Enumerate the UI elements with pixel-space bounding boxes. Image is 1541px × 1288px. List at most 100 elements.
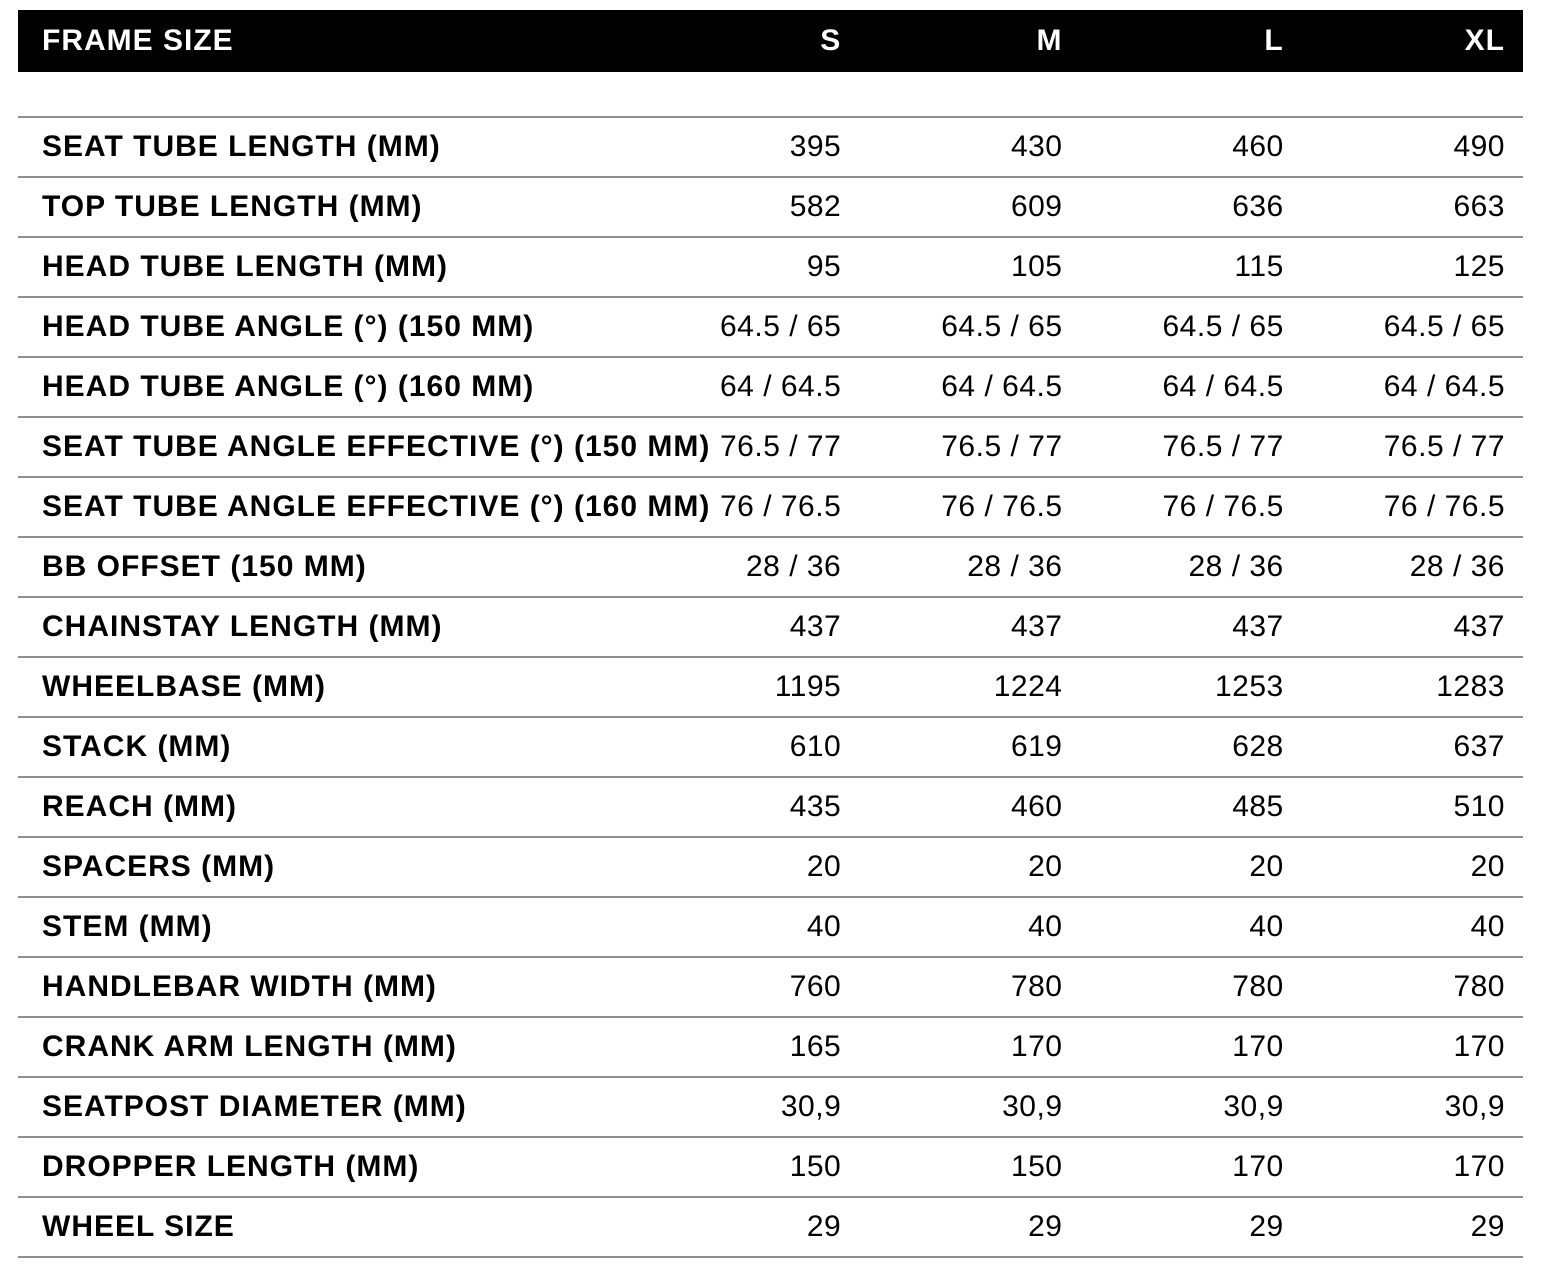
row-label: REACH (MM) <box>18 777 638 837</box>
row-value: 40 <box>638 897 859 957</box>
row-value: 170 <box>1302 1137 1523 1197</box>
row-value: 30,9 <box>1081 1077 1302 1137</box>
row-value: 760 <box>638 957 859 1017</box>
row-label: CHAINSTAY LENGTH (MM) <box>18 597 638 657</box>
row-label: BB OFFSET (150 MM) <box>18 537 638 597</box>
row-value: 628 <box>1081 717 1302 777</box>
table-row: HEAD TUBE LENGTH (MM)95105115125 <box>18 237 1523 297</box>
row-value: 150 <box>638 1137 859 1197</box>
row-value: 40 <box>859 897 1080 957</box>
row-value: 64.5 / 65 <box>1302 297 1523 357</box>
row-value: 76 / 76.5 <box>859 477 1080 537</box>
row-value: 437 <box>1302 597 1523 657</box>
row-value: 780 <box>1081 957 1302 1017</box>
row-value: 1253 <box>1081 657 1302 717</box>
row-value: 20 <box>859 837 1080 897</box>
table-row: CRANK ARM LENGTH (MM)165170170170 <box>18 1017 1523 1077</box>
row-value: 29 <box>1302 1197 1523 1257</box>
row-value: 437 <box>638 597 859 657</box>
row-value: 29 <box>859 1197 1080 1257</box>
geometry-table-container: FRAME SIZE S M L XL SEAT TUBE LENGTH (MM… <box>0 0 1541 1288</box>
row-value: 28 / 36 <box>1302 537 1523 597</box>
table-row: REACH (MM)435460485510 <box>18 777 1523 837</box>
row-value: 95 <box>638 237 859 297</box>
row-value: 76 / 76.5 <box>1302 477 1523 537</box>
row-value: 64 / 64.5 <box>1302 357 1523 417</box>
row-value: 430 <box>859 117 1080 177</box>
geometry-table: FRAME SIZE S M L XL SEAT TUBE LENGTH (MM… <box>18 10 1523 1258</box>
row-value: 582 <box>638 177 859 237</box>
row-value: 460 <box>859 777 1080 837</box>
table-row: SEAT TUBE ANGLE EFFECTIVE (°) (150 MM)76… <box>18 417 1523 477</box>
row-value: 619 <box>859 717 1080 777</box>
row-value: 76.5 / 77 <box>859 417 1080 477</box>
row-value: 20 <box>1081 837 1302 897</box>
row-value: 64.5 / 65 <box>1081 297 1302 357</box>
table-row: DROPPER LENGTH (MM)150150170170 <box>18 1137 1523 1197</box>
row-value: 435 <box>638 777 859 837</box>
row-label: DROPPER LENGTH (MM) <box>18 1137 638 1197</box>
table-row: STEM (MM)40404040 <box>18 897 1523 957</box>
row-label: STACK (MM) <box>18 717 638 777</box>
row-value: 780 <box>859 957 1080 1017</box>
table-row: CHAINSTAY LENGTH (MM)437437437437 <box>18 597 1523 657</box>
row-value: 1195 <box>638 657 859 717</box>
table-row: HEAD TUBE ANGLE (°) (160 MM)64 / 64.564 … <box>18 357 1523 417</box>
header-label: FRAME SIZE <box>18 10 638 72</box>
row-value: 780 <box>1302 957 1523 1017</box>
table-row: SEATPOST DIAMETER (MM)30,930,930,930,9 <box>18 1077 1523 1137</box>
row-label: TOP TUBE LENGTH (MM) <box>18 177 638 237</box>
row-value: 490 <box>1302 117 1523 177</box>
table-row: WHEEL SIZE29292929 <box>18 1197 1523 1257</box>
row-value: 28 / 36 <box>1081 537 1302 597</box>
row-value: 64.5 / 65 <box>638 297 859 357</box>
row-value: 609 <box>859 177 1080 237</box>
row-label: SEAT TUBE ANGLE EFFECTIVE (°) (160 MM) <box>18 477 638 537</box>
row-value: 64 / 64.5 <box>859 357 1080 417</box>
row-value: 437 <box>859 597 1080 657</box>
row-value: 485 <box>1081 777 1302 837</box>
row-value: 30,9 <box>859 1077 1080 1137</box>
row-value: 150 <box>859 1137 1080 1197</box>
row-value: 64 / 64.5 <box>1081 357 1302 417</box>
row-value: 20 <box>1302 837 1523 897</box>
row-value: 105 <box>859 237 1080 297</box>
row-value: 170 <box>1081 1137 1302 1197</box>
row-value: 40 <box>1081 897 1302 957</box>
row-value: 28 / 36 <box>859 537 1080 597</box>
row-label: SEAT TUBE LENGTH (MM) <box>18 117 638 177</box>
row-value: 76 / 76.5 <box>1081 477 1302 537</box>
row-label: SEATPOST DIAMETER (MM) <box>18 1077 638 1137</box>
row-value: 125 <box>1302 237 1523 297</box>
table-row: WHEELBASE (MM)1195122412531283 <box>18 657 1523 717</box>
row-value: 637 <box>1302 717 1523 777</box>
row-value: 437 <box>1081 597 1302 657</box>
row-value: 1224 <box>859 657 1080 717</box>
row-value: 76.5 / 77 <box>1081 417 1302 477</box>
row-value: 170 <box>1302 1017 1523 1077</box>
row-label: WHEEL SIZE <box>18 1197 638 1257</box>
row-value: 170 <box>1081 1017 1302 1077</box>
row-value: 663 <box>1302 177 1523 237</box>
table-row: HEAD TUBE ANGLE (°) (150 MM)64.5 / 6564.… <box>18 297 1523 357</box>
row-value: 40 <box>1302 897 1523 957</box>
table-row: SEAT TUBE ANGLE EFFECTIVE (°) (160 MM) 76… <box>18 477 1523 537</box>
table-row: BB OFFSET (150 MM)28 / 3628 / 3628 / 362… <box>18 537 1523 597</box>
row-value: 20 <box>638 837 859 897</box>
row-value: 64.5 / 65 <box>859 297 1080 357</box>
row-value: 28 / 36 <box>638 537 859 597</box>
table-row: STACK (MM)610619628637 <box>18 717 1523 777</box>
table-row: HANDLEBAR WIDTH (MM)760780780780 <box>18 957 1523 1017</box>
row-value: 76.5 / 77 <box>1302 417 1523 477</box>
row-value: 610 <box>638 717 859 777</box>
row-value: 30,9 <box>638 1077 859 1137</box>
table-body: SEAT TUBE LENGTH (MM)395430460490TOP TUB… <box>18 72 1523 1257</box>
row-value: 510 <box>1302 777 1523 837</box>
row-value: 165 <box>638 1017 859 1077</box>
table-row: SEAT TUBE LENGTH (MM)395430460490 <box>18 117 1523 177</box>
table-header: FRAME SIZE S M L XL <box>18 10 1523 72</box>
row-label: HANDLEBAR WIDTH (MM) <box>18 957 638 1017</box>
row-label: HEAD TUBE LENGTH (MM) <box>18 237 638 297</box>
row-value: 1283 <box>1302 657 1523 717</box>
row-label: HEAD TUBE ANGLE (°) (160 MM) <box>18 357 638 417</box>
